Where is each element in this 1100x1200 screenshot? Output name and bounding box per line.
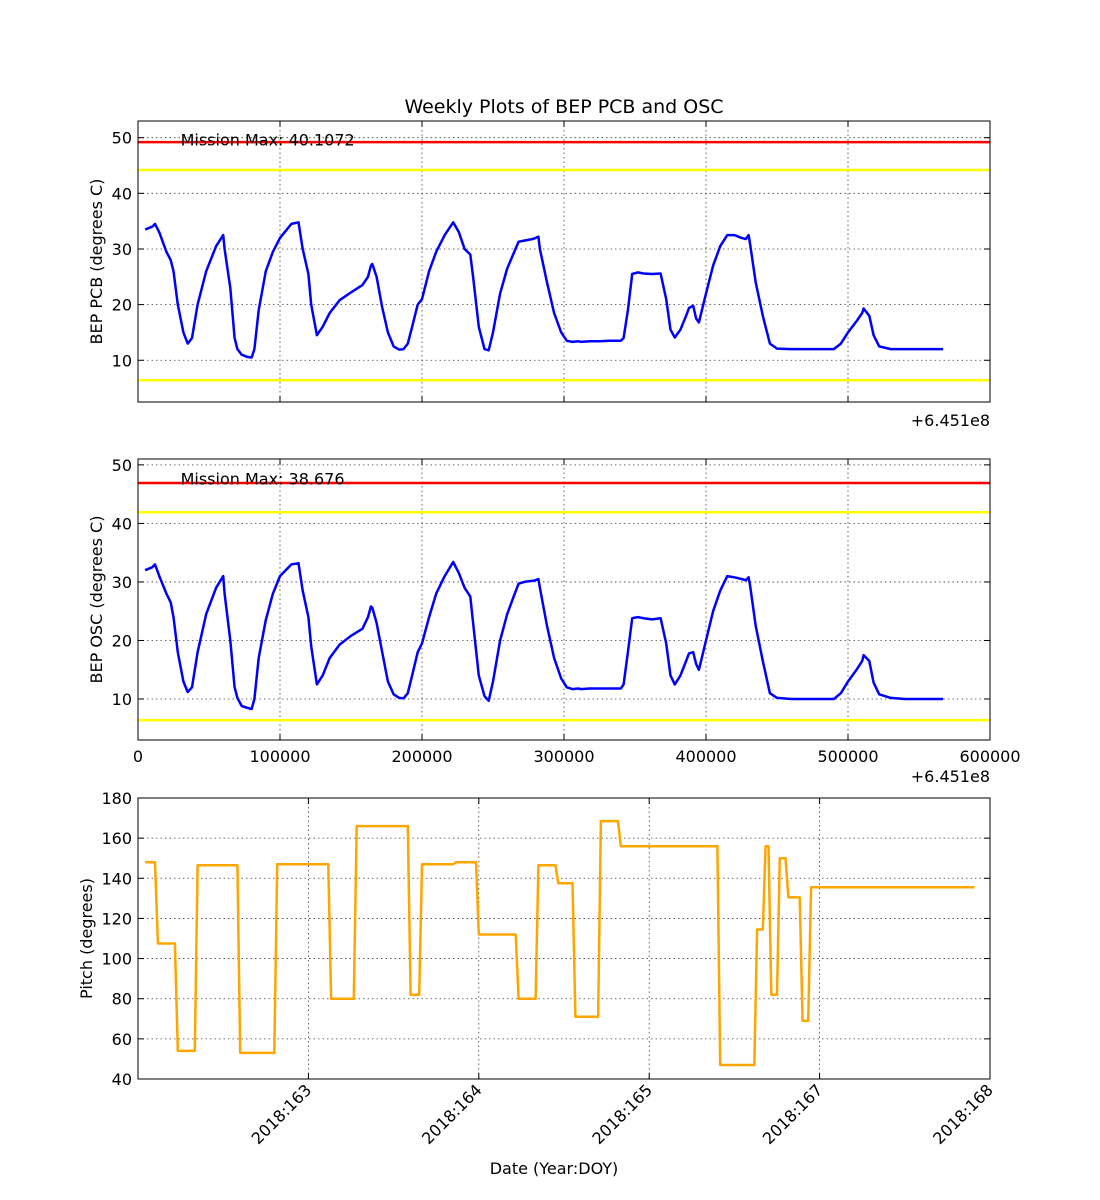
y-tick-label: 80 (112, 990, 132, 1009)
x-tick-label: 0 (133, 747, 143, 766)
x-tick-label: 2018:167 (759, 1080, 827, 1148)
y-tick-label: 30 (112, 573, 132, 592)
series-line (144, 560, 944, 711)
y-tick-label: 10 (112, 690, 132, 709)
pitch-panel: 40 60 80 100 120 140 160 180 2018:163 2018:164 201… (77, 789, 997, 1178)
x-tick-label: 400000 (675, 747, 736, 766)
x-tick-label: 100000 (249, 747, 310, 766)
y-tick-label: 100 (101, 950, 132, 969)
x-offset-label: +6.451e8 (911, 767, 990, 786)
y-tick-label: 30 (112, 240, 132, 259)
bep-pcb-panel: 10 20 30 40 50 +6.451e8 BEP PCB (degrees C) Mis… (87, 120, 991, 430)
y-tick-label: 40 (112, 514, 132, 533)
series-line (144, 221, 944, 359)
x-tick-label: 2018:168 (929, 1080, 997, 1148)
bep-osc-panel: 10 20 30 40 50 0 100000 200000 300000 400000 50000… (87, 456, 1021, 786)
mission-max-annotation: Mission Max: 40.1072 (181, 130, 355, 149)
x-tick-label: 300000 (533, 747, 594, 766)
y-axis-label: BEP OSC (degrees C) (87, 516, 106, 684)
x-tick-label: 2018:164 (418, 1080, 486, 1148)
y-tick-label: 50 (112, 456, 132, 475)
y-tick-label: 140 (101, 869, 132, 888)
axes-frame (137, 797, 991, 1080)
y-tick-label: 40 (112, 184, 132, 203)
y-tick-label: 120 (101, 909, 132, 928)
y-tick-label: 50 (112, 129, 132, 148)
y-axis-label: BEP PCB (degrees C) (87, 179, 106, 345)
y-tick-label: 20 (112, 631, 132, 650)
x-tick-label: 500000 (817, 747, 878, 766)
y-tick-label: 180 (101, 789, 132, 808)
y-axis-label: Pitch (degrees) (77, 878, 96, 999)
x-axis-label: Date (Year:DOY) (490, 1159, 619, 1178)
mission-max-annotation: Mission Max: 38.676 (181, 469, 345, 488)
x-tick-label: 2018:165 (588, 1080, 656, 1148)
x-tick-label: 600000 (959, 747, 1020, 766)
x-tick-label: 2018:163 (248, 1080, 316, 1148)
x-tick-label: 200000 (391, 747, 452, 766)
x-offset-label: +6.451e8 (911, 411, 990, 430)
y-tick-label: 40 (112, 1070, 132, 1089)
y-tick-label: 10 (112, 351, 132, 370)
y-tick-label: 20 (112, 296, 132, 315)
series-line (145, 819, 975, 1067)
y-tick-label: 160 (101, 829, 132, 848)
y-tick-label: 60 (112, 1030, 132, 1049)
figure-title: Weekly Plots of BEP PCB and OSC (404, 96, 723, 118)
